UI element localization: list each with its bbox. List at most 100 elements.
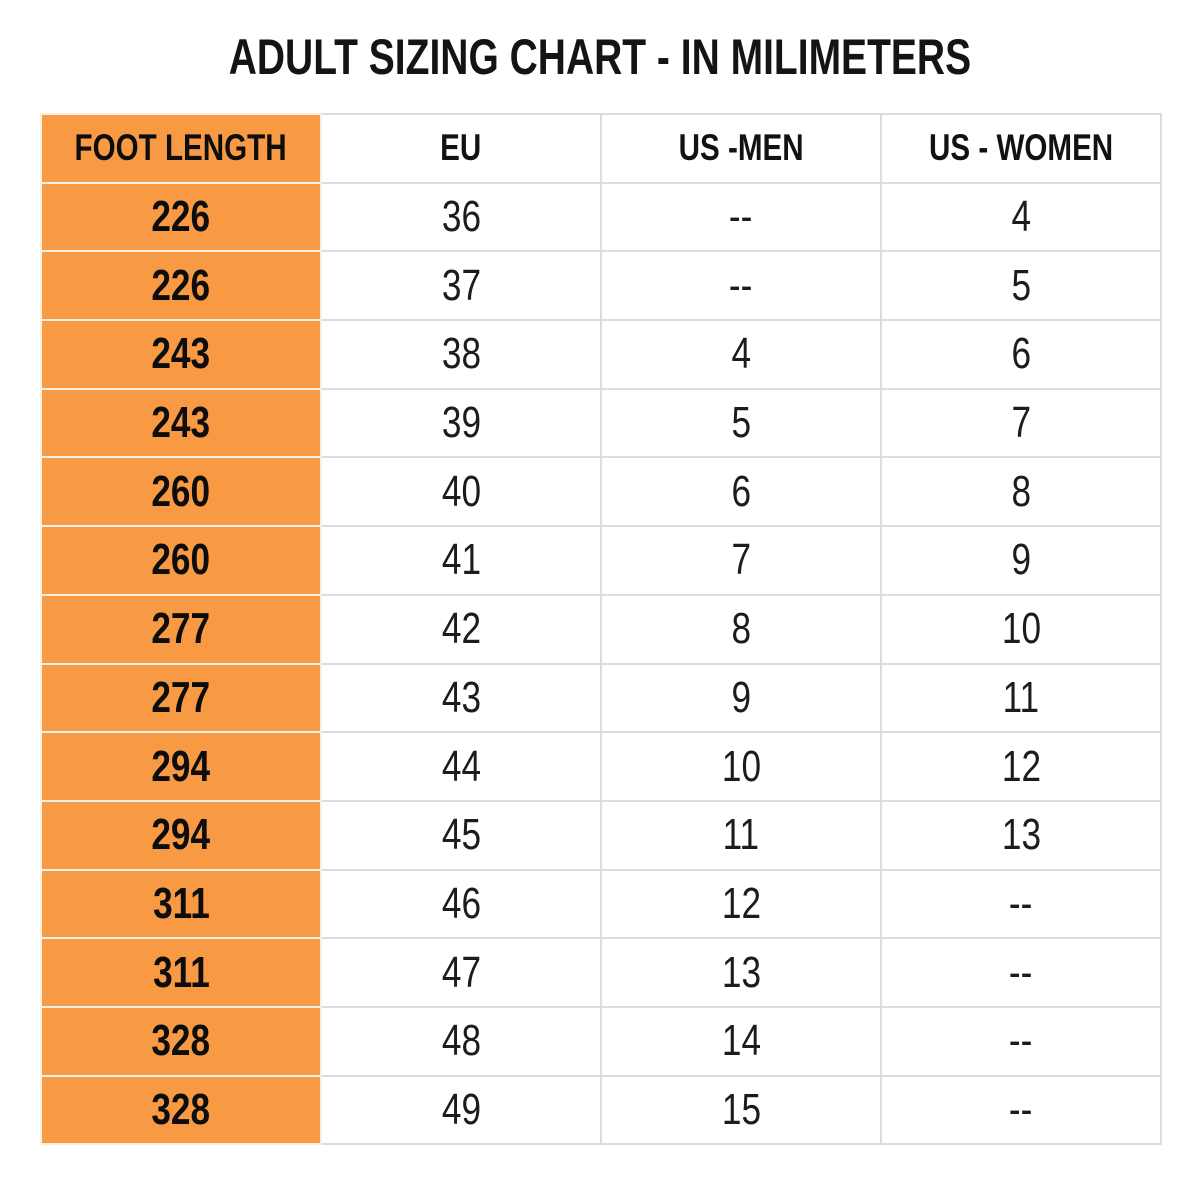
eu-cell: 39 (320, 387, 602, 459)
eu-cell: 48 (320, 1005, 602, 1077)
us-men-cell: 10 (600, 731, 882, 802)
foot-length-cell: 294 (40, 731, 322, 802)
cell-value: 260 (151, 466, 211, 516)
eu-cell: 45 (320, 799, 602, 871)
cell-value: 10 (721, 741, 761, 791)
cell-value: 8 (731, 604, 751, 654)
cell-value: 44 (441, 741, 481, 791)
cell-value: 12 (1001, 741, 1041, 791)
us-women-cell: 4 (880, 181, 1162, 253)
foot-length-cell: 328 (40, 1005, 322, 1077)
cell-value: 46 (441, 878, 481, 928)
cell-value: 260 (151, 535, 211, 585)
us-women-cell: -- (880, 1074, 1162, 1146)
cell-value: 243 (151, 398, 211, 448)
foot-length-cell: 243 (40, 387, 322, 459)
sizing-table: FOOT LENGTH EU US -MEN US - WOMEN 226 36 -… (40, 113, 1162, 1146)
us-men-cell: 6 (600, 456, 882, 528)
table-row: 277 42 8 10 (40, 593, 1162, 665)
us-men-cell: 11 (600, 799, 882, 871)
foot-length-cell: 277 (40, 662, 322, 734)
cell-value: 8 (1011, 466, 1031, 516)
eu-cell: 36 (320, 181, 602, 253)
us-men-cell: 15 (600, 1074, 882, 1146)
us-men-cell: 9 (600, 662, 882, 734)
cell-value: 13 (1001, 810, 1041, 860)
eu-cell: 42 (320, 593, 602, 665)
us-men-cell: -- (600, 181, 882, 253)
cell-value: 294 (151, 741, 211, 791)
cell-value: 49 (441, 1084, 481, 1134)
eu-cell: 43 (320, 662, 602, 734)
foot-length-cell: 328 (40, 1074, 322, 1146)
page-title-text: ADULT SIZING CHART - IN MILIMETERS (228, 29, 972, 85)
eu-cell: 44 (320, 731, 602, 802)
us-women-cell: 13 (880, 799, 1162, 871)
cell-value: 7 (731, 535, 751, 585)
cell-value: 36 (441, 192, 481, 242)
sizing-table-body: 226 36 -- 4 226 37 -- 5 243 38 4 6 243 39 5 7 260 40 6 8 260… (40, 181, 1162, 1146)
foot-length-cell: 311 (40, 937, 322, 1008)
sizing-table-header: FOOT LENGTH EU US -MEN US - WOMEN (40, 113, 1162, 184)
foot-length-cell: 243 (40, 319, 322, 390)
table-row: 328 48 14 -- (40, 1005, 1162, 1077)
foot-length-cell: 260 (40, 525, 322, 596)
cell-value: 9 (731, 672, 751, 722)
table-row: 260 40 6 8 (40, 456, 1162, 528)
cell-value: 4 (1011, 192, 1031, 242)
cell-value: 9 (1011, 535, 1031, 585)
us-women-cell: 9 (880, 525, 1162, 596)
us-women-cell: -- (880, 937, 1162, 1008)
cell-value: 277 (151, 604, 211, 654)
cell-value: 6 (731, 466, 751, 516)
table-row: 277 43 9 11 (40, 662, 1162, 734)
foot-length-cell: 277 (40, 593, 322, 665)
table-row: 243 39 5 7 (40, 387, 1162, 459)
cell-value: 328 (151, 1016, 211, 1066)
cell-value: 277 (151, 672, 211, 722)
cell-value: 41 (441, 535, 481, 585)
us-men-cell: 5 (600, 387, 882, 459)
cell-value: 12 (721, 878, 761, 928)
cell-value: 14 (721, 1016, 761, 1066)
cell-value: 13 (721, 947, 761, 997)
cell-value: 5 (1011, 260, 1031, 310)
us-women-cell: 6 (880, 319, 1162, 390)
page-title: ADULT SIZING CHART - IN MILIMETERS (0, 28, 1200, 86)
foot-length-cell: 226 (40, 250, 322, 322)
table-row: 311 47 13 -- (40, 937, 1162, 1008)
us-women-cell: 8 (880, 456, 1162, 528)
cell-value: -- (1009, 947, 1033, 997)
cell-value: 15 (721, 1084, 761, 1134)
cell-value: 7 (1011, 398, 1031, 448)
cell-value: 311 (152, 878, 210, 928)
cell-value: 37 (441, 260, 481, 310)
foot-length-cell: 260 (40, 456, 322, 528)
cell-value: 11 (1002, 672, 1040, 722)
us-women-cell: -- (880, 868, 1162, 940)
us-men-cell: 4 (600, 319, 882, 390)
cell-value: 47 (441, 947, 481, 997)
eu-cell: 37 (320, 250, 602, 322)
us-men-cell: -- (600, 250, 882, 322)
eu-cell: 38 (320, 319, 602, 390)
us-women-cell: 7 (880, 387, 1162, 459)
table-row: 328 49 15 -- (40, 1074, 1162, 1146)
cell-value: 4 (731, 329, 751, 379)
cell-value: 226 (151, 192, 211, 242)
us-women-cell: 5 (880, 250, 1162, 322)
cell-value: 5 (731, 398, 751, 448)
eu-cell: 47 (320, 937, 602, 1008)
cell-value: 42 (441, 604, 481, 654)
column-header-eu: EU (320, 113, 602, 184)
cell-value: -- (729, 192, 753, 242)
table-row: 260 41 7 9 (40, 525, 1162, 596)
table-row: 294 44 10 12 (40, 731, 1162, 802)
eu-cell: 49 (320, 1074, 602, 1146)
cell-value: 11 (722, 810, 760, 860)
cell-value: 48 (441, 1016, 481, 1066)
cell-value: -- (1009, 878, 1033, 928)
foot-length-cell: 311 (40, 868, 322, 940)
column-header-us-women: US - WOMEN (880, 113, 1162, 184)
us-men-cell: 13 (600, 937, 882, 1008)
